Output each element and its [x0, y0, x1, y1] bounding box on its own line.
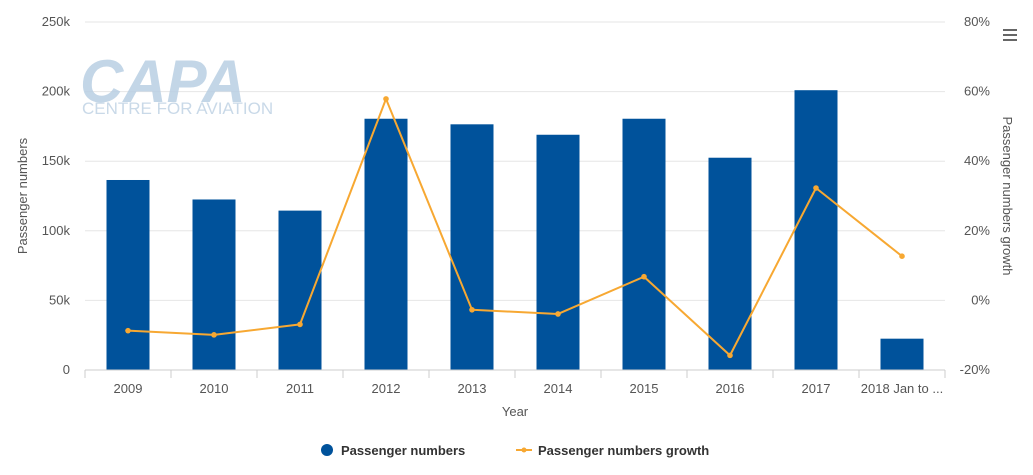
- point-passenger-numbers-growth: [383, 96, 389, 102]
- x-tick-label: 2010: [200, 381, 229, 396]
- bar-passenger-numbers: [794, 90, 838, 370]
- chart-legend: Passenger numbers Passenger numbers grow…: [321, 443, 709, 458]
- x-tick-label: 2018 Jan to ...: [861, 381, 943, 396]
- capa-watermark-logo: CAPA CENTRE FOR AVIATION: [80, 48, 273, 118]
- bar-passenger-numbers: [192, 199, 236, 370]
- point-passenger-numbers-growth: [813, 185, 819, 191]
- watermark-subtitle: CENTRE FOR AVIATION: [82, 99, 273, 118]
- legend-marker-passenger-numbers: [321, 444, 333, 456]
- line-series: [125, 96, 905, 359]
- y-tick-label-left: 0: [63, 362, 70, 377]
- y-tick-label-right: 40%: [964, 153, 990, 168]
- legend-label-passenger-numbers-growth: Passenger numbers growth: [538, 443, 709, 458]
- point-passenger-numbers-growth: [469, 306, 475, 313]
- x-tick-label: 2017: [802, 381, 831, 396]
- y-tick-label-right: -20%: [960, 362, 991, 377]
- bar-passenger-numbers: [278, 210, 322, 370]
- bar-passenger-numbers: [708, 157, 752, 370]
- point-passenger-numbers-growth: [297, 321, 303, 328]
- x-axis-ticks: 2009 2010 2011 2012 2013 2014 2015 2016 2017 2018…: [84, 370, 946, 396]
- bar-passenger-numbers: [880, 338, 924, 370]
- watermark-logo-text: CAPA: [80, 48, 246, 115]
- point-passenger-numbers-growth: [125, 327, 131, 334]
- bar-series: [106, 90, 924, 370]
- y-tick-label-left: 250k: [42, 14, 71, 29]
- y-tick-label-left: 200k: [42, 84, 71, 99]
- line-passenger-numbers-growth: [127, 97, 903, 357]
- bar-passenger-numbers: [536, 134, 580, 370]
- y-tick-label-left: 50k: [49, 292, 70, 307]
- y-axis-left-ticks: 0 50k 100k 150k 200k 250k: [42, 14, 71, 377]
- y-tick-label-right: 0%: [971, 292, 990, 307]
- y-axis-left-title: Passenger numbers: [15, 137, 30, 254]
- y-tick-label-right: 20%: [964, 223, 990, 238]
- y-axis-right-title: Passenger numbers growth: [1000, 117, 1015, 276]
- hamburger-menu-icon[interactable]: [998, 26, 1022, 46]
- point-passenger-numbers-growth: [899, 253, 905, 260]
- legend-label-passenger-numbers: Passenger numbers: [341, 443, 465, 458]
- y-tick-label-right: 60%: [964, 84, 990, 99]
- y-tick-label-left: 150k: [42, 153, 71, 168]
- bar-passenger-numbers: [106, 179, 150, 370]
- point-passenger-numbers-growth: [641, 273, 647, 280]
- bar-passenger-numbers: [622, 118, 666, 370]
- x-tick-label: 2014: [544, 381, 573, 396]
- x-tick-label: 2011: [286, 381, 314, 396]
- y-axis-right-ticks: -20% 0% 20% 40% 60% 80%: [960, 14, 991, 377]
- x-axis-title: Year: [502, 404, 529, 419]
- x-tick-label: 2013: [458, 381, 487, 396]
- y-tick-label-left: 100k: [42, 223, 71, 238]
- bar-passenger-numbers: [364, 118, 408, 370]
- point-passenger-numbers-growth: [727, 352, 733, 359]
- y-tick-label-right: 80%: [964, 14, 990, 29]
- x-tick-label: 2012: [372, 381, 401, 396]
- x-tick-label: 2015: [630, 381, 659, 396]
- point-passenger-numbers-growth: [555, 311, 561, 317]
- bar-passenger-numbers: [450, 124, 494, 370]
- legend-item-passenger-numbers[interactable]: Passenger numbers: [321, 443, 465, 458]
- x-tick-label: 2009: [114, 381, 143, 396]
- x-tick-label: 2016: [716, 381, 745, 396]
- legend-item-passenger-numbers-growth[interactable]: Passenger numbers growth: [516, 443, 709, 458]
- legend-marker-passenger-numbers-growth: [521, 447, 527, 453]
- point-passenger-numbers-growth: [211, 332, 217, 338]
